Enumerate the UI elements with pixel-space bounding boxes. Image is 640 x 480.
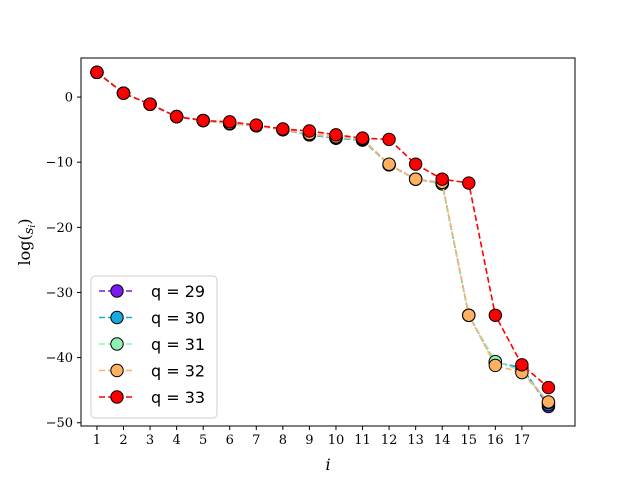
legend-swatch-marker <box>110 284 124 298</box>
y-tick-label: 0 <box>65 91 73 106</box>
legend-item: q = 29 <box>99 282 205 301</box>
y-axis-label: log(si) <box>15 218 38 265</box>
legend-swatch-marker <box>110 363 124 378</box>
legend-label: q = 30 <box>151 309 205 328</box>
legend-item: q = 30 <box>99 309 205 328</box>
data-point <box>462 308 476 322</box>
data-point <box>541 395 556 409</box>
legend-item: q = 31 <box>99 335 205 354</box>
legend-swatch-marker <box>110 390 124 404</box>
data-point <box>329 128 343 142</box>
data-point <box>355 131 370 145</box>
legend: q = 29 q = 30 q = 31 q = 32 q = 33 <box>90 275 218 419</box>
legend-label: q = 31 <box>151 335 205 354</box>
data-point <box>196 113 210 128</box>
legend-swatch-marker <box>110 337 124 351</box>
x-tick-label: 15 <box>460 433 477 448</box>
x-tick-label: 9 <box>305 433 313 448</box>
legend-label: q = 32 <box>151 362 205 381</box>
legend-item: q = 33 <box>99 388 205 407</box>
y-tick-label: −10 <box>46 156 73 171</box>
plot-frame <box>80 57 576 427</box>
x-tick-label: 11 <box>354 433 371 448</box>
data-point <box>249 118 263 132</box>
data-point <box>169 109 184 124</box>
data-point <box>223 115 237 129</box>
x-tick-label: 6 <box>226 433 234 448</box>
x-tick-label: 5 <box>199 433 207 448</box>
legend-item: q = 32 <box>99 362 205 381</box>
y-tick-label: −40 <box>46 351 73 366</box>
data-point <box>435 172 449 186</box>
data-point <box>488 308 503 322</box>
legend-swatch-marker <box>110 310 124 325</box>
data-point <box>276 122 290 136</box>
data-point <box>302 124 317 138</box>
data-point <box>116 86 131 100</box>
x-tick-label: 4 <box>172 433 180 448</box>
x-tick-label: 16 <box>487 433 504 448</box>
y-tick-label: −50 <box>46 416 73 431</box>
y-axis: 0 −10 −20 −30 −40 −50 <box>46 91 81 431</box>
x-tick-label: 10 <box>328 433 345 448</box>
x-axis: 1 2 3 4 5 6 7 8 9 10 11 12 13 14 15 16 17 <box>93 426 530 448</box>
data-point <box>382 157 396 171</box>
data-point <box>515 358 529 372</box>
y-tick-label: −20 <box>46 221 73 236</box>
x-tick-label: 13 <box>407 433 424 448</box>
series-layer <box>90 65 556 414</box>
data-point <box>382 132 396 147</box>
x-tick-label: 3 <box>146 433 154 448</box>
legend-box <box>90 275 218 419</box>
legend-label: q = 29 <box>151 282 205 301</box>
x-tick-label: 1 <box>93 433 101 448</box>
data-point <box>143 97 157 111</box>
data-point <box>408 157 423 171</box>
series-5 <box>90 65 556 395</box>
legend-label: q = 33 <box>151 388 205 407</box>
data-point <box>488 358 503 373</box>
data-point <box>408 172 423 186</box>
x-tick-label: 12 <box>381 433 398 448</box>
x-tick-label: 14 <box>434 433 451 448</box>
x-axis-label: i <box>325 455 330 474</box>
x-tick-label: 8 <box>279 433 287 448</box>
data-point <box>541 380 556 395</box>
x-tick-label: 17 <box>514 433 531 448</box>
y-tick-label: −30 <box>46 286 73 301</box>
x-tick-label: 2 <box>119 433 127 448</box>
data-point <box>462 176 476 190</box>
data-point <box>90 65 104 80</box>
x-tick-label: 7 <box>252 433 260 448</box>
